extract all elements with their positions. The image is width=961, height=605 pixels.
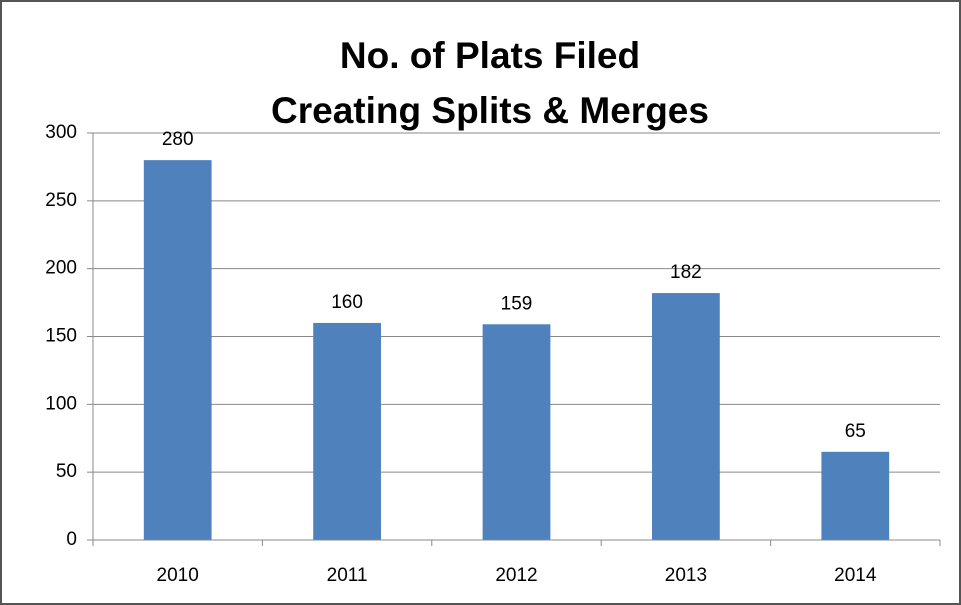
data-label: 159 (501, 293, 533, 314)
data-label: 65 (845, 421, 866, 442)
y-tick-label: 150 (45, 326, 77, 347)
y-tick-label: 0 (66, 529, 77, 550)
y-tick-label: 50 (56, 461, 77, 482)
chart-title: Creating Splits & Merges (271, 90, 709, 131)
x-tick-label: 2010 (157, 565, 199, 586)
x-tick-label: 2013 (665, 565, 707, 586)
bar (143, 160, 212, 540)
chart-title: No. of Plats Filed (340, 35, 640, 76)
y-tick-label: 300 (45, 122, 77, 143)
bar (821, 451, 890, 540)
bar (313, 322, 381, 540)
bar (482, 324, 551, 540)
y-tick-label: 100 (45, 393, 77, 414)
y-tick-label: 200 (45, 258, 77, 279)
data-label: 182 (670, 262, 702, 283)
data-label: 160 (331, 292, 363, 313)
bar (652, 293, 720, 540)
x-tick-label: 2012 (495, 565, 537, 586)
data-label: 280 (162, 129, 194, 150)
x-tick-label: 2011 (327, 565, 368, 586)
y-tick-label: 250 (45, 190, 77, 211)
x-tick-label: 2014 (834, 565, 877, 586)
